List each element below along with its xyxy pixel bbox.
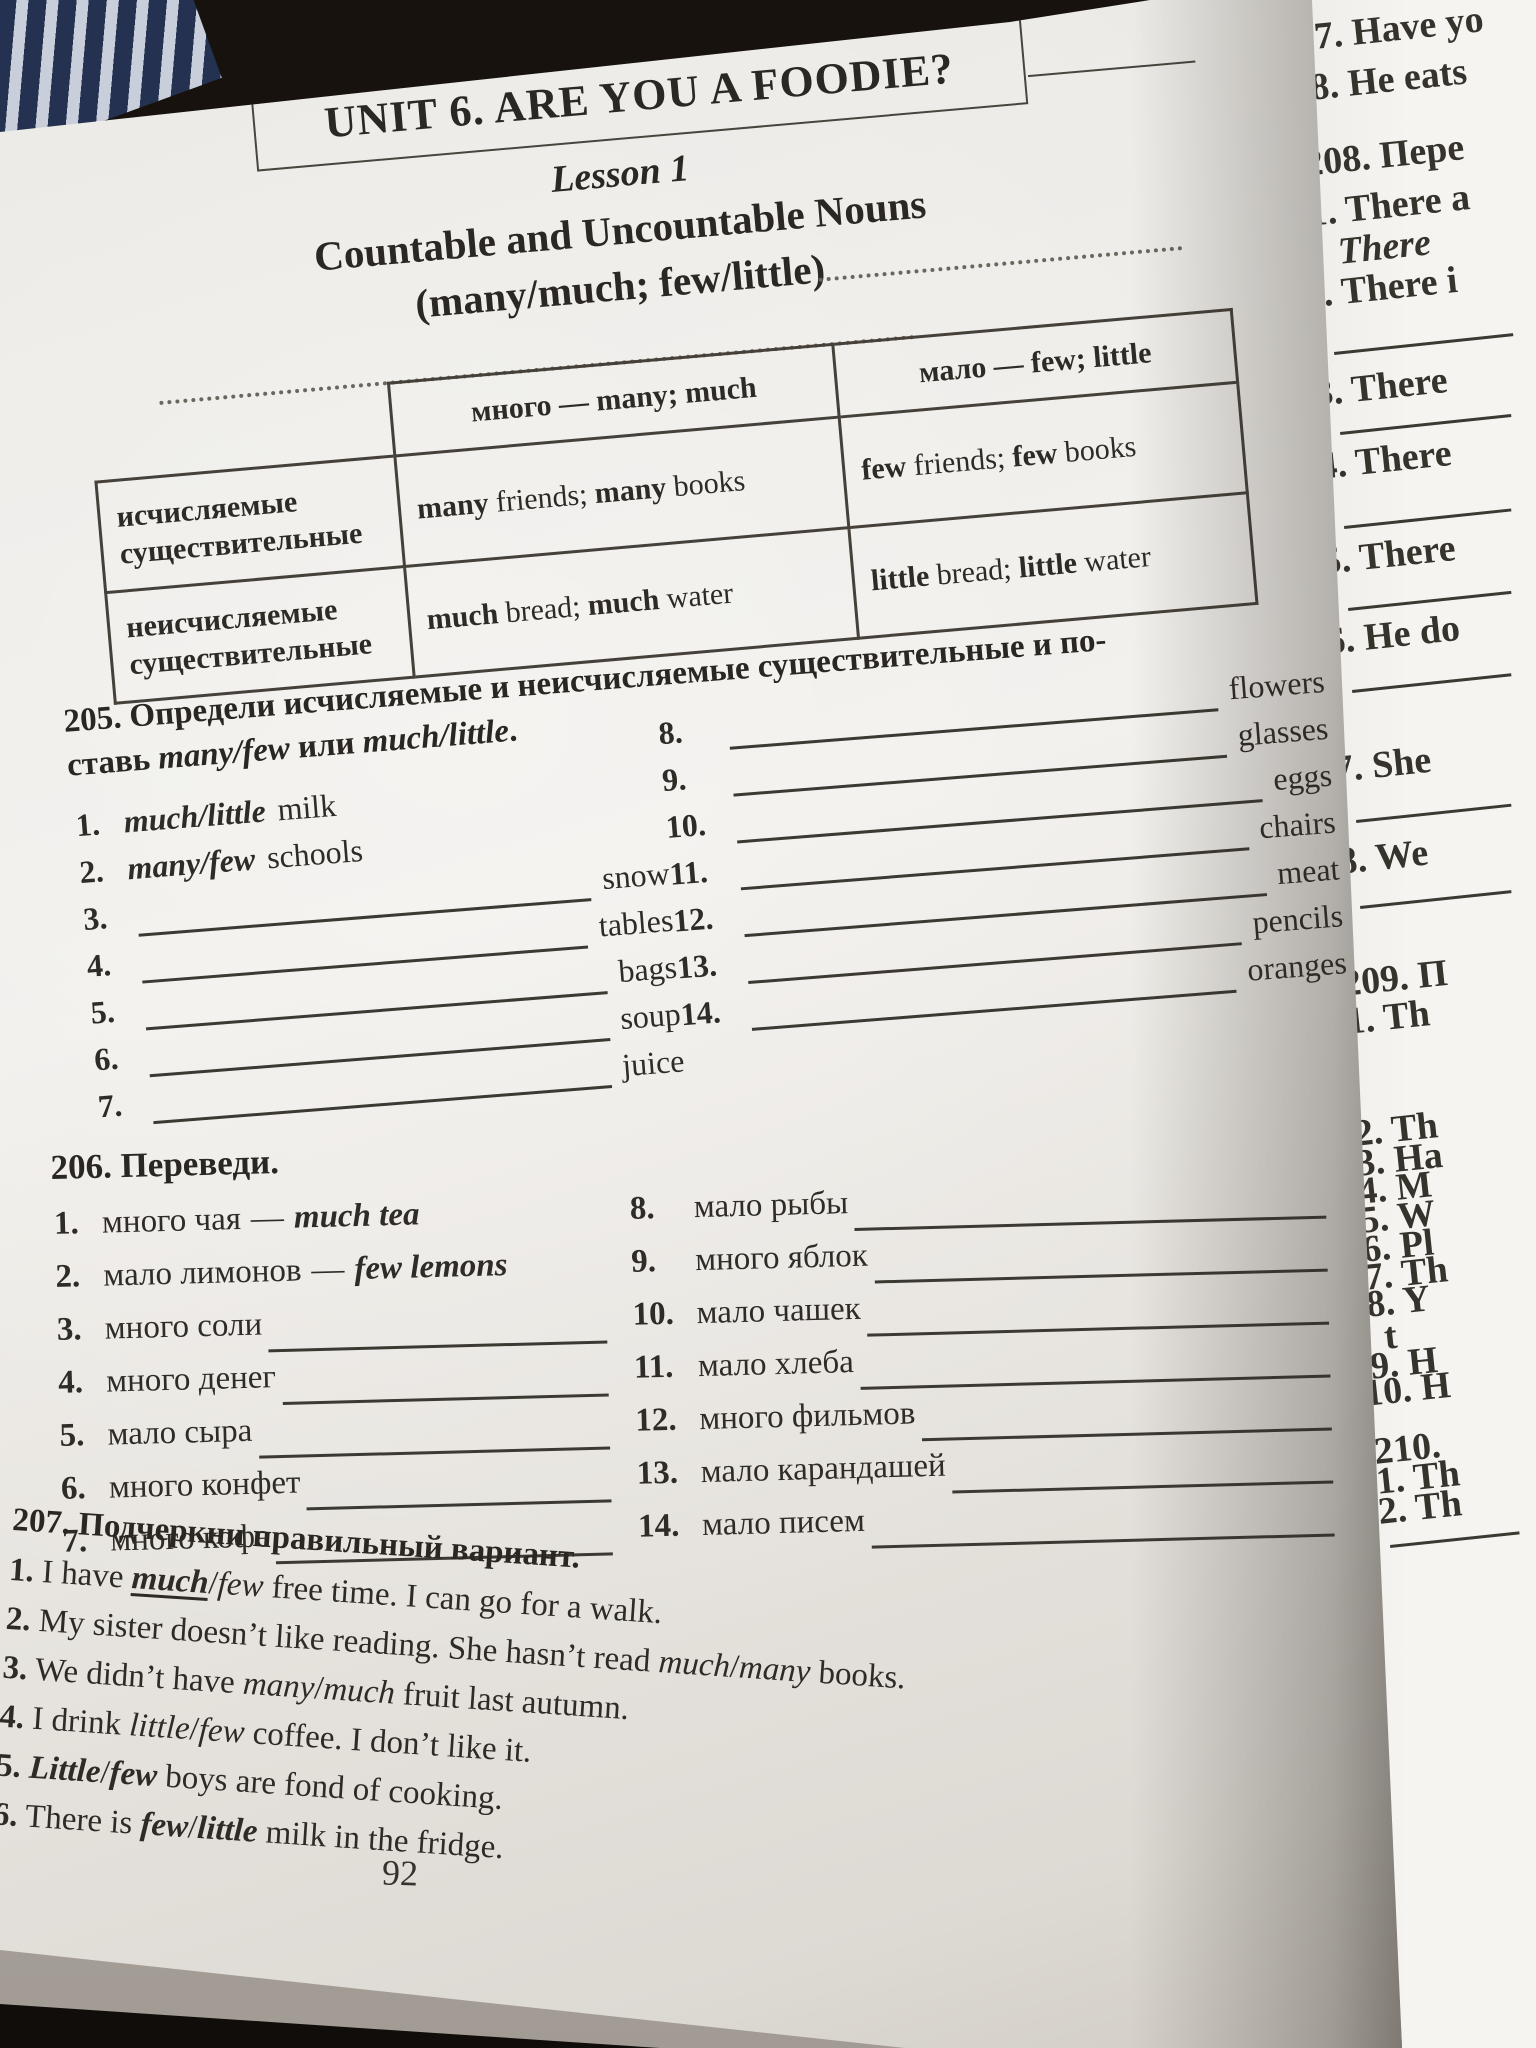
- right-page-line: 6. He do: [1324, 606, 1462, 663]
- fill-in-blank: [282, 1393, 609, 1405]
- right-page-line: 5. There: [1320, 527, 1458, 583]
- right-page-line: 8. He eats: [1308, 50, 1469, 109]
- right-page-line: 2. Th: [1376, 1482, 1464, 1533]
- right-page-blank-line: [1360, 890, 1512, 909]
- fill-in-blank: [258, 1446, 611, 1459]
- right-page-blank-line: [1390, 1531, 1520, 1548]
- right-page-blank-line: [1340, 414, 1512, 435]
- exercise-205-left-column: 1. much/little milk 2. many/few schools 3. sn…: [74, 761, 686, 1135]
- right-page-blank-line: [1352, 673, 1512, 693]
- right-page-line: 7. She: [1332, 738, 1434, 791]
- right-page-line: 4. There: [1316, 432, 1454, 488]
- right-page-line: 8. Y: [1364, 1277, 1433, 1326]
- right-page-blank-line: [1334, 333, 1514, 355]
- right-page-line: 2. There i: [1302, 258, 1460, 317]
- fill-in-blank: [307, 1499, 612, 1511]
- right-page-line: 3. There: [1312, 359, 1450, 415]
- fill-in-blank: [268, 1340, 608, 1353]
- right-page-blank-line: [1344, 508, 1512, 529]
- right-page-blank-line: [1356, 803, 1512, 823]
- page-number: 92: [381, 1852, 419, 1894]
- right-page-line: 10. H: [1362, 1363, 1453, 1415]
- fill-in-blank: [153, 1085, 612, 1125]
